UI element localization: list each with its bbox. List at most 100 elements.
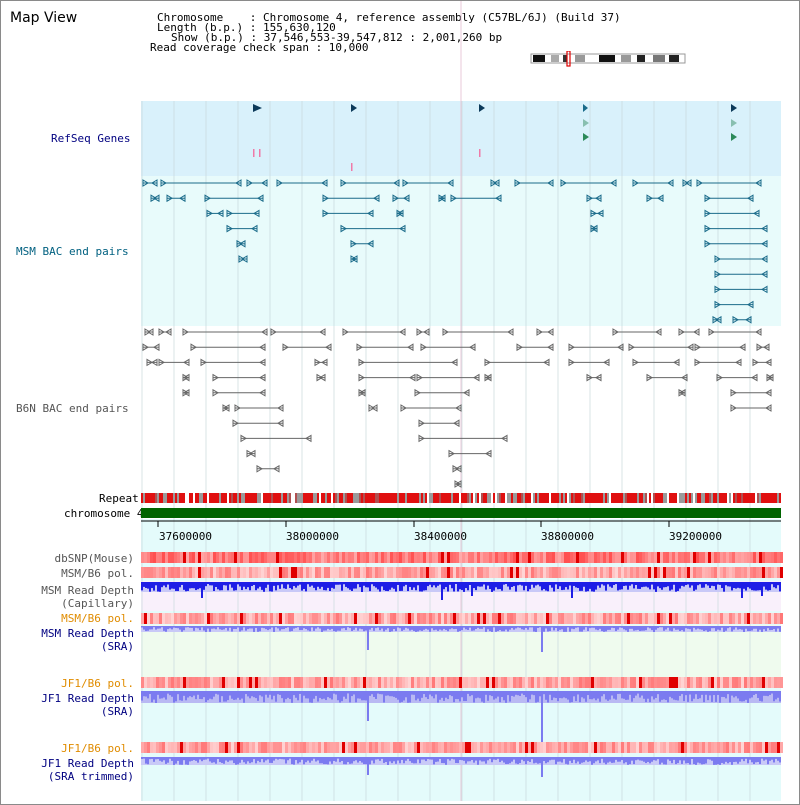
depth-bar [519, 626, 521, 628]
heat-cell [381, 567, 384, 578]
depth-bar [671, 626, 673, 632]
heat-cell [324, 613, 327, 624]
repeat-segment [263, 493, 265, 503]
heat-cell [582, 567, 585, 578]
depth-bar [447, 757, 449, 760]
depth-bar [679, 757, 681, 761]
depth-bar [309, 691, 311, 703]
repeat-segment [619, 493, 621, 503]
depth-bar [169, 626, 171, 629]
heat-cell [264, 567, 267, 578]
heat-cell [414, 552, 417, 563]
depth-bar [625, 582, 627, 586]
depth-bar [735, 757, 737, 762]
depth-bar [203, 691, 205, 698]
heat-cell [414, 677, 417, 688]
heat-cell [687, 552, 690, 563]
heat-cell [678, 677, 681, 688]
repeat-segment [331, 493, 333, 503]
heat-cell [285, 613, 288, 624]
bac-end-marker [371, 404, 378, 412]
heat-cell [534, 567, 537, 578]
heat-cell [237, 613, 240, 624]
depth-bar [473, 626, 475, 631]
depth-bar [707, 582, 709, 586]
depth-bar [271, 757, 273, 763]
depth-bar [541, 582, 543, 591]
depth-spike [471, 582, 473, 596]
heat-cell [180, 552, 183, 563]
heat-cell [210, 613, 213, 624]
coverage-span-info: Read coverage check span : 10,000 [150, 41, 369, 54]
bac-end-marker [420, 343, 427, 352]
heat-cell [543, 677, 546, 688]
heat-cell [216, 613, 219, 624]
depth-bar [263, 582, 265, 592]
heat-cell [672, 742, 675, 753]
depth-bar [237, 582, 239, 585]
depth-bar [343, 691, 345, 697]
depth-bar [397, 691, 399, 700]
heat-cell [405, 613, 408, 624]
repeat-segment [595, 493, 597, 503]
depth-bar [245, 626, 247, 631]
depth-bar [495, 757, 497, 760]
heat-cell [399, 613, 402, 624]
depth-bar [491, 626, 493, 632]
depth-bar [703, 691, 705, 703]
heat-cell [192, 552, 195, 563]
heat-cell [171, 742, 174, 753]
depth-bar [193, 691, 195, 696]
depth-bar [217, 757, 219, 759]
heat-cell [150, 567, 153, 578]
depth-bar [277, 691, 279, 695]
heat-cell [279, 567, 282, 578]
depth-bar [265, 582, 267, 588]
repeat-segment [165, 493, 167, 503]
depth-bar [479, 626, 481, 629]
depth-bar [699, 582, 701, 585]
depth-bar [389, 757, 391, 762]
repeat-segment [311, 493, 313, 503]
heat-cell [228, 742, 231, 753]
chromosome-ideogram[interactable] [529, 51, 689, 67]
heat-cell [525, 552, 528, 563]
heat-cell [564, 613, 567, 624]
repeat-segment [563, 493, 565, 503]
heat-cell [669, 613, 672, 624]
bac-end-marker [144, 328, 151, 336]
repeat-segment [265, 493, 267, 503]
heat-cell [288, 742, 291, 753]
bac-end-marker [448, 449, 455, 458]
depth-bar [445, 757, 447, 765]
depth-bar [563, 691, 565, 698]
depth-bar [303, 626, 305, 629]
repeat-segment [189, 493, 191, 503]
bac-end-marker [447, 179, 454, 187]
depth-bar [311, 626, 313, 628]
depth-bar [199, 582, 201, 589]
depth-bar [529, 582, 531, 590]
heat-cell [564, 552, 567, 563]
depth-bar [237, 691, 239, 698]
heat-cell [486, 567, 489, 578]
heat-cell [414, 613, 417, 624]
heat-cell [498, 742, 501, 753]
bac-end-marker [251, 224, 258, 233]
depth-bar [731, 582, 733, 591]
heat-cell [330, 552, 333, 563]
depth-bar [445, 691, 447, 698]
depth-bar [219, 582, 221, 591]
heat-cell [213, 552, 216, 563]
heat-cell [411, 552, 414, 563]
depth-bar [689, 691, 691, 695]
depth-bar [177, 582, 179, 591]
depth-bar [657, 626, 659, 629]
repeat-segment [711, 493, 713, 503]
heat-cell [222, 613, 225, 624]
bac-end-marker [681, 373, 688, 382]
heat-cell [285, 742, 288, 753]
depth-bar [283, 582, 285, 589]
depth-bar [177, 691, 179, 695]
